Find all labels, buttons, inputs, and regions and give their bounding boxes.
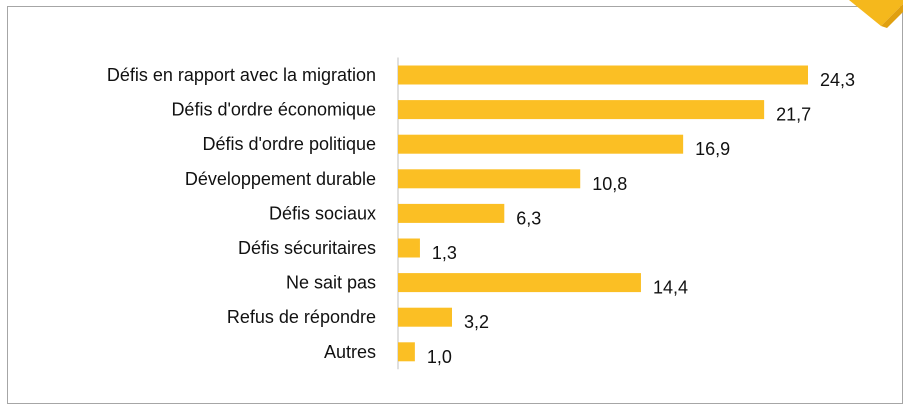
corner-ribbon-decoration (849, 0, 903, 28)
data-label: 16,9 (695, 139, 730, 159)
bar (398, 307, 452, 327)
data-label: 14,4 (653, 278, 688, 298)
category-label: Refus de répondre (227, 307, 376, 327)
data-label: 3,2 (464, 312, 489, 332)
bar (398, 238, 420, 258)
data-label: 1,3 (432, 243, 457, 263)
bars-group: Défis en rapport avec la migration 24,3 Dé… (107, 65, 855, 367)
category-label: Autres (324, 342, 376, 362)
category-label: Défis d'ordre économique (171, 100, 376, 120)
data-label: 1,0 (427, 347, 452, 367)
bar (398, 169, 581, 189)
category-label: Ne sait pas (286, 273, 376, 293)
data-label: 6,3 (516, 208, 541, 228)
data-label: 10,8 (592, 174, 627, 194)
bar (398, 65, 808, 85)
bar (398, 203, 505, 223)
bar (398, 273, 641, 293)
bar (398, 342, 415, 362)
category-label: Défis d'ordre politique (202, 134, 376, 154)
data-label: 24,3 (820, 70, 855, 90)
bar (398, 134, 684, 154)
category-label: Défis en rapport avec la migration (107, 65, 376, 85)
category-label: Défis sociaux (269, 203, 376, 223)
category-label: Défis sécuritaires (238, 238, 376, 258)
data-label: 21,7 (776, 105, 811, 125)
category-label: Développement durable (185, 169, 376, 189)
bar (398, 100, 765, 120)
